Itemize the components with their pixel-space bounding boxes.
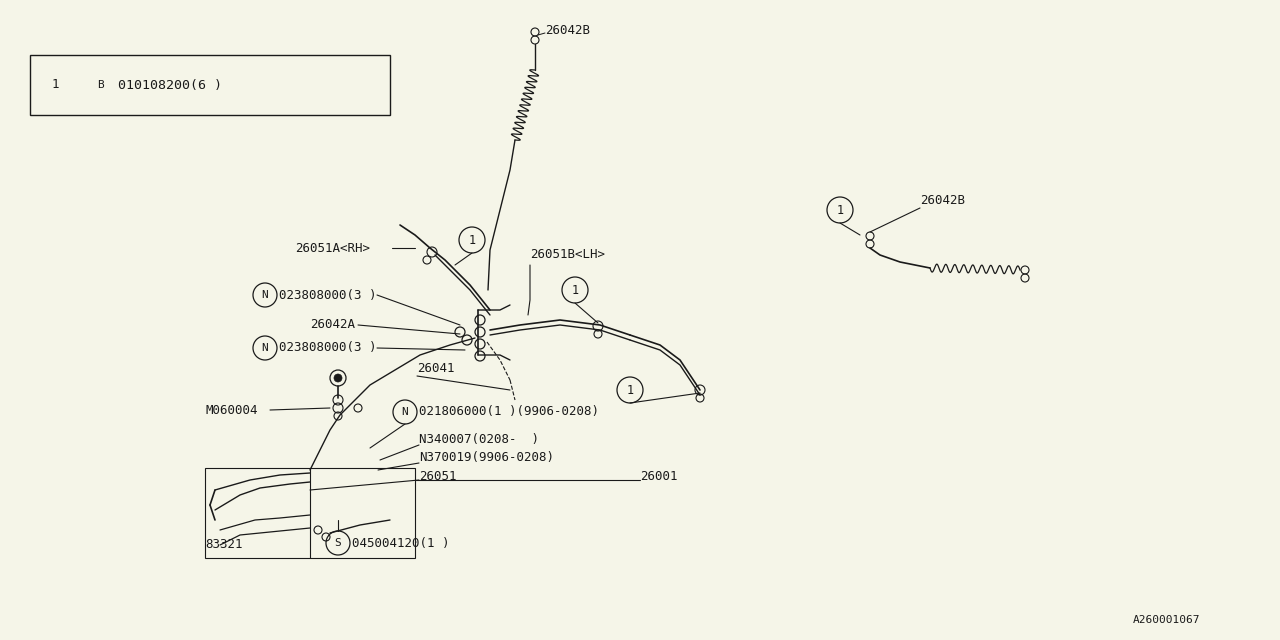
Text: S: S	[334, 538, 342, 548]
Text: N340007(0208-  ): N340007(0208- )	[419, 433, 539, 447]
Text: N: N	[261, 343, 269, 353]
Text: 045004120(1 ): 045004120(1 )	[352, 536, 449, 550]
Text: 1: 1	[836, 204, 844, 216]
Text: 1: 1	[571, 284, 579, 296]
Text: 26041: 26041	[417, 362, 454, 374]
Text: 023808000(3 ): 023808000(3 )	[279, 342, 376, 355]
Bar	[29, 55, 390, 115]
Text: N: N	[261, 290, 269, 300]
Text: N370019(9906-0208): N370019(9906-0208)	[419, 451, 554, 465]
Text: N: N	[402, 407, 408, 417]
Circle shape	[334, 374, 342, 382]
Bar	[205, 468, 415, 558]
Text: 26042B: 26042B	[920, 193, 965, 207]
Text: 26051B<LH>: 26051B<LH>	[530, 248, 605, 262]
Text: 26001: 26001	[640, 470, 677, 483]
Text: 26051: 26051	[419, 470, 457, 483]
Text: A260001067: A260001067	[1133, 615, 1201, 625]
Text: B: B	[96, 80, 104, 90]
Text: 010108200(6 ): 010108200(6 )	[118, 79, 221, 92]
Text: 1: 1	[468, 234, 476, 246]
Text: 26042A: 26042A	[310, 319, 355, 332]
Text: 1: 1	[51, 79, 59, 92]
Text: M060004: M060004	[205, 403, 257, 417]
Text: 023808000(3 ): 023808000(3 )	[279, 289, 376, 301]
Text: 83321: 83321	[205, 538, 242, 552]
Text: 26051A<RH>: 26051A<RH>	[294, 241, 370, 255]
Text: 021806000(1 )(9906-0208): 021806000(1 )(9906-0208)	[419, 406, 599, 419]
Text: 1: 1	[626, 383, 634, 397]
Text: 26042B: 26042B	[545, 24, 590, 36]
